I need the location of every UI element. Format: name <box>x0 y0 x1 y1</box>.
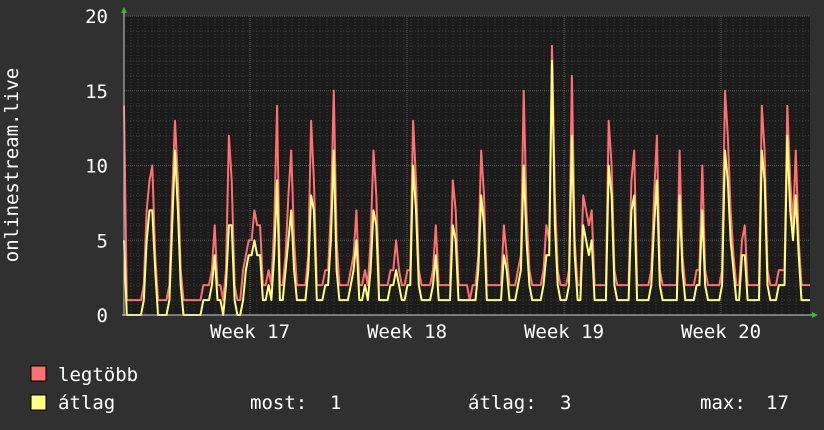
x-tick-label: Week 19 <box>524 321 604 343</box>
x-tick-labels: Week 17 Week 18 Week 19 Week 20 <box>210 321 761 343</box>
y-tick-labels: 0 5 10 15 20 <box>85 6 108 327</box>
y-tick-label: 20 <box>85 6 108 28</box>
stat-max-value: 17 <box>766 392 789 414</box>
x-tick-label: Week 20 <box>681 321 761 343</box>
stat-avg-label: átlag: <box>468 392 537 414</box>
stat-max-label: max: <box>700 392 746 414</box>
major-grid <box>124 15 810 315</box>
y-tick-label: 15 <box>85 81 108 103</box>
x-axis-arrow-icon <box>812 312 818 318</box>
legend-swatch-avg <box>30 394 47 411</box>
x-tick-label: Week 18 <box>367 321 447 343</box>
x-tick-label: Week 17 <box>210 321 290 343</box>
y-tick-label: 0 <box>97 305 108 327</box>
axes <box>121 7 818 318</box>
y-axis-arrow-icon <box>121 7 127 13</box>
y-tick-label: 10 <box>85 156 108 178</box>
y-axis-label: onlinestream.live <box>1 68 23 262</box>
legend-label-avg: átlag <box>58 392 115 414</box>
stat-now-label: most: <box>250 392 307 414</box>
stat-now-value: 1 <box>330 392 341 414</box>
legend-label-max: legtöbb <box>58 364 138 386</box>
series-line-max <box>123 44 810 302</box>
legend-swatch-max <box>30 365 47 382</box>
y-tick-label: 5 <box>97 230 108 252</box>
stat-avg-value: 3 <box>560 392 571 414</box>
